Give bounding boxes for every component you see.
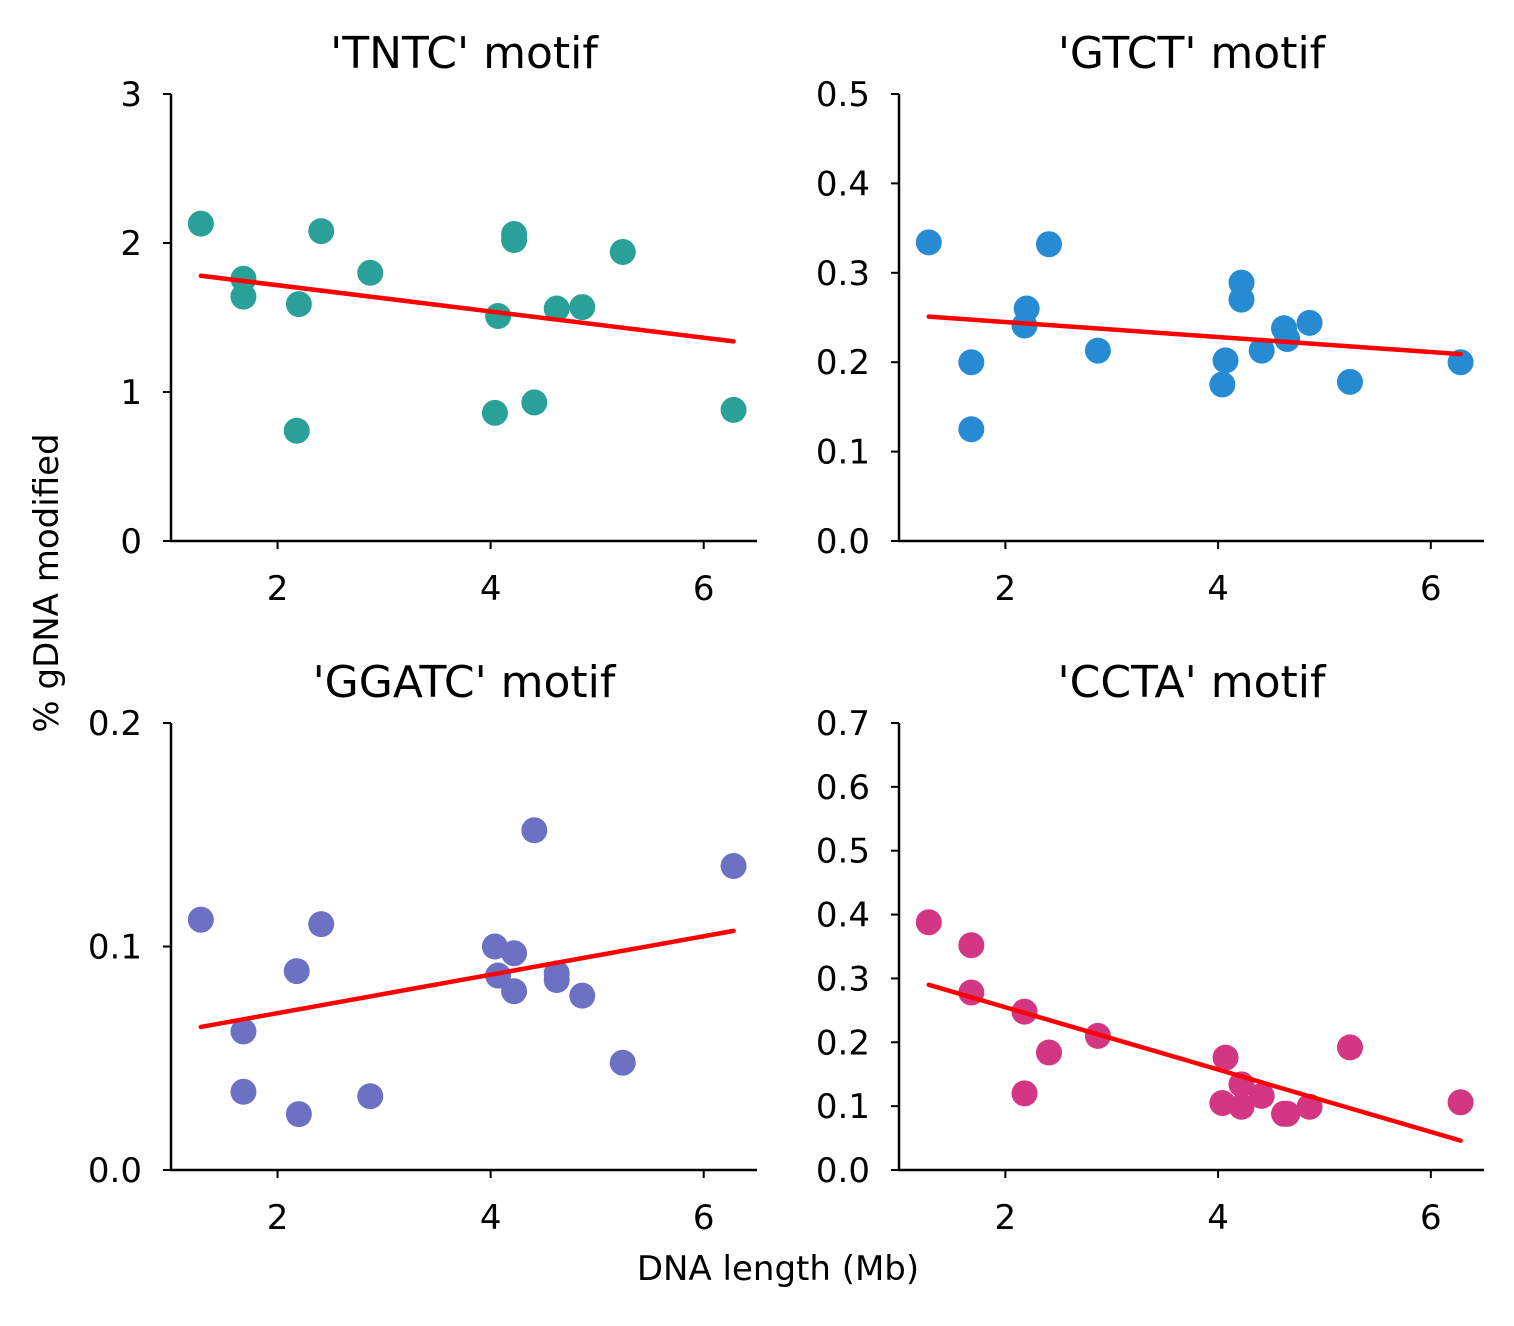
data-point bbox=[1212, 1044, 1239, 1071]
y-tick-label: 0.2 bbox=[816, 1023, 870, 1063]
data-point bbox=[569, 982, 596, 1009]
fit-line bbox=[198, 273, 736, 344]
panel-1: 'TNTC' motif 0 1 2 3 2 4 6 bbox=[120, 28, 757, 609]
data-point bbox=[1035, 1039, 1062, 1066]
data-point bbox=[501, 978, 528, 1005]
y-tick-label: 0.3 bbox=[816, 254, 870, 294]
y-tick-label: 0.0 bbox=[816, 1151, 870, 1191]
data-point bbox=[1209, 371, 1236, 398]
data-point bbox=[720, 853, 747, 880]
x-tick-label: 2 bbox=[267, 1198, 289, 1238]
x-tick-label: 6 bbox=[1420, 1198, 1442, 1238]
data-point bbox=[501, 940, 528, 967]
panel-title: 'CCTA' motif bbox=[1058, 657, 1327, 708]
data-point bbox=[720, 396, 747, 423]
x-tick-label: 4 bbox=[1207, 1198, 1229, 1238]
data-point bbox=[501, 227, 528, 254]
data-point bbox=[187, 906, 214, 933]
data-point bbox=[283, 958, 310, 985]
data-point bbox=[485, 303, 512, 330]
x-tick-label: 6 bbox=[693, 1198, 715, 1238]
y-tick-label: 0.0 bbox=[816, 522, 870, 562]
figure-xlabel: DNA length (Mb) bbox=[637, 1249, 919, 1289]
data-point bbox=[285, 291, 312, 318]
data-point bbox=[1212, 347, 1239, 374]
data-point bbox=[230, 1018, 257, 1045]
data-point bbox=[569, 294, 596, 321]
x-tick-label: 4 bbox=[1207, 569, 1229, 609]
y-tick-label: 0.1 bbox=[88, 928, 142, 968]
data-point bbox=[1274, 1100, 1301, 1127]
data-point bbox=[1084, 337, 1111, 364]
y-tick-label: 0.0 bbox=[88, 1151, 142, 1191]
data-point bbox=[543, 295, 570, 322]
y-tick-label: 0.6 bbox=[816, 768, 870, 808]
data-point bbox=[230, 1078, 257, 1105]
panel-2: 'GTCT' motif 0.0 0.1 0.2 0.3 0.4 0.5 2 4 6 bbox=[816, 28, 1484, 609]
data-point bbox=[1248, 1082, 1275, 1109]
y-tick-label: 0.2 bbox=[88, 704, 142, 744]
data-point bbox=[1248, 337, 1275, 364]
x-tick-label: 6 bbox=[1420, 569, 1442, 609]
data-point bbox=[958, 349, 985, 376]
y-tick-label: 0.5 bbox=[816, 75, 870, 115]
x-tick-label: 6 bbox=[693, 569, 715, 609]
data-point bbox=[543, 967, 570, 994]
data-point bbox=[958, 932, 985, 959]
data-point bbox=[1336, 368, 1363, 395]
data-point bbox=[1274, 325, 1301, 352]
data-point bbox=[481, 399, 508, 426]
data-point bbox=[521, 817, 548, 844]
x-tick-label: 4 bbox=[480, 1198, 502, 1238]
y-tick-label: 0.1 bbox=[816, 1087, 870, 1127]
x-tick-label: 2 bbox=[267, 569, 289, 609]
data-point bbox=[1035, 231, 1062, 258]
y-tick-label: 0.4 bbox=[816, 896, 870, 936]
data-point bbox=[308, 218, 335, 245]
y-tick-label: 0 bbox=[120, 522, 142, 562]
data-point bbox=[1228, 1093, 1255, 1120]
y-tick-label: 2 bbox=[120, 224, 142, 264]
x-tick-label: 2 bbox=[995, 569, 1017, 609]
y-tick-label: 0.4 bbox=[816, 164, 870, 204]
y-tick-label: 0.5 bbox=[816, 832, 870, 872]
data-point bbox=[1011, 1080, 1038, 1107]
y-tick-label: 0.3 bbox=[816, 959, 870, 999]
panel-title: 'TNTC' motif bbox=[330, 28, 599, 79]
data-point bbox=[521, 389, 548, 416]
panel-3: 'GGATC' motif 0.0 0.1 0.2 2 4 6 bbox=[88, 657, 757, 1238]
data-point bbox=[285, 1101, 312, 1128]
data-point bbox=[1296, 309, 1323, 336]
data-point bbox=[1336, 1034, 1363, 1061]
y-tick-label: 3 bbox=[120, 75, 142, 115]
data-point bbox=[1447, 1089, 1474, 1116]
x-tick-label: 4 bbox=[480, 569, 502, 609]
data-point bbox=[915, 909, 942, 936]
fit-line bbox=[198, 928, 736, 1030]
fit-line bbox=[926, 314, 1463, 357]
y-tick-label: 0.2 bbox=[816, 343, 870, 383]
data-point bbox=[958, 416, 985, 443]
y-tick-label: 0.1 bbox=[816, 433, 870, 473]
panel-4: 'CCTA' motif 0.0 0.1 0.2 0.3 0.4 0.5 0.6 0.7 2 4 6 bbox=[816, 657, 1484, 1238]
data-point bbox=[230, 283, 257, 310]
y-tick-label: 1 bbox=[120, 373, 142, 413]
data-point bbox=[609, 238, 636, 265]
data-point bbox=[609, 1049, 636, 1076]
data-point bbox=[357, 1083, 384, 1110]
panel-title: 'GTCT' motif bbox=[1058, 28, 1327, 79]
data-point bbox=[915, 229, 942, 256]
y-tick-label: 0.7 bbox=[816, 704, 870, 744]
panel-title: 'GGATC' motif bbox=[313, 657, 617, 708]
data-point bbox=[357, 259, 384, 286]
data-point bbox=[1228, 286, 1255, 313]
fit-line bbox=[926, 982, 1463, 1143]
data-point bbox=[308, 911, 335, 938]
data-point bbox=[283, 417, 310, 444]
x-tick-label: 2 bbox=[995, 1198, 1017, 1238]
data-point bbox=[187, 210, 214, 237]
figure-ylabel: % gDNA modified bbox=[27, 433, 67, 732]
